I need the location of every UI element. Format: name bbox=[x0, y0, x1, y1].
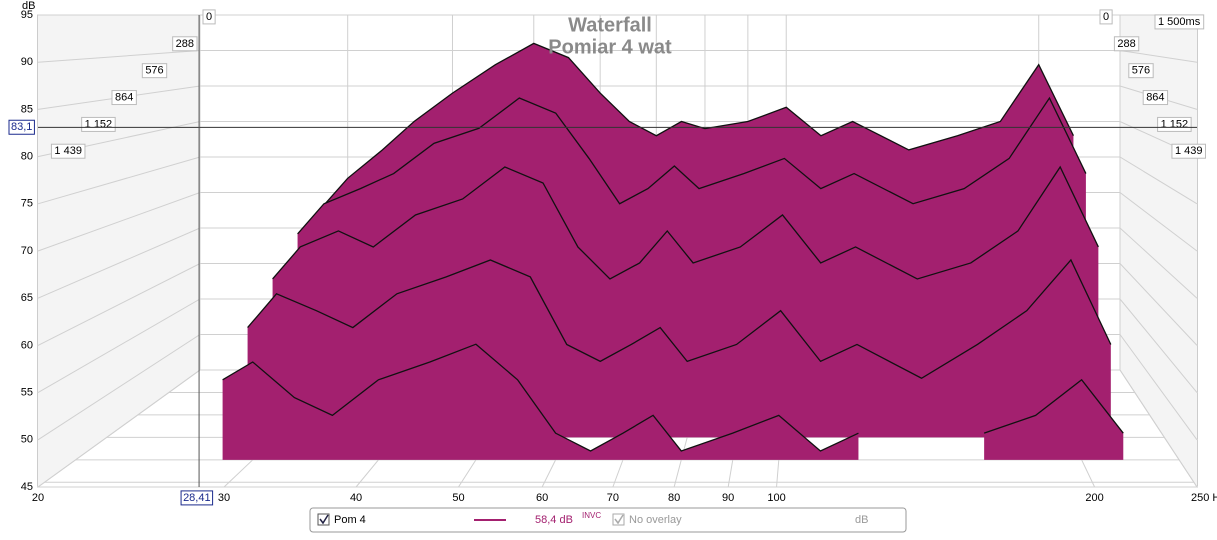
slice-line bbox=[297, 96, 1087, 235]
z-tick-label: 864 bbox=[115, 92, 133, 104]
legend-suffix: INVC bbox=[582, 511, 601, 520]
slice-line bbox=[272, 165, 1099, 280]
z-tick-label: 576 bbox=[1132, 65, 1150, 77]
chart-title: Waterfall bbox=[568, 14, 652, 36]
x-tick-label: 100 bbox=[767, 492, 785, 504]
z-tick-box bbox=[1128, 63, 1154, 79]
z-tick-label: 0 bbox=[206, 11, 212, 23]
cursor-y-label: 83,1 bbox=[11, 121, 32, 133]
legend-box bbox=[309, 507, 907, 533]
y-tick-label: 50 bbox=[21, 434, 33, 446]
z-tick-box bbox=[81, 116, 116, 132]
grid-line bbox=[37, 121, 1198, 158]
slice-fill bbox=[984, 379, 1124, 460]
overlay-label: No overlay bbox=[629, 514, 682, 526]
z-tick-box bbox=[111, 90, 137, 106]
slice-line bbox=[247, 258, 1112, 380]
x-tick-label: 70 bbox=[607, 492, 619, 504]
x-tick-label: 30 bbox=[218, 492, 230, 504]
x-tick-label: 200 bbox=[1085, 492, 1103, 504]
check-mark bbox=[319, 514, 329, 525]
y-tick-label: 85 bbox=[21, 103, 33, 115]
legend-entry: Pom 4 bbox=[334, 514, 366, 526]
y-tick-label: 45 bbox=[21, 481, 33, 493]
legend-checkbox[interactable] bbox=[317, 513, 330, 526]
z-tick-box bbox=[1113, 36, 1140, 52]
z-tick-box bbox=[202, 9, 216, 25]
chart-subtitle: Pomiar 4 wat bbox=[548, 36, 672, 58]
z-tick-box bbox=[1099, 9, 1113, 25]
y-tick-label: 65 bbox=[21, 292, 33, 304]
z-tick-label: 1 439 bbox=[54, 145, 82, 157]
z-tick-box bbox=[1171, 143, 1206, 159]
z-tick-box bbox=[141, 63, 168, 79]
y-tick-label: 70 bbox=[21, 245, 33, 257]
z-tick-box bbox=[1157, 116, 1192, 132]
z-tick-label: 1 439 bbox=[1175, 145, 1203, 157]
slice-line bbox=[322, 42, 1075, 208]
slice-fill bbox=[222, 344, 859, 460]
z-tick-label: 1 152 bbox=[1161, 118, 1189, 130]
legend-value: 58,4 dB bbox=[535, 514, 573, 526]
slice-line bbox=[222, 343, 1124, 452]
cursor-box bbox=[8, 119, 35, 135]
y-tick-label: 90 bbox=[21, 56, 33, 68]
y-tick-label: 60 bbox=[21, 339, 33, 351]
z-tick-label: 1 152 bbox=[85, 118, 113, 130]
check-mark bbox=[614, 514, 624, 525]
overlay-checkbox[interactable] bbox=[612, 513, 625, 526]
y-tick-label: 55 bbox=[21, 387, 33, 399]
x-tick-label: 40 bbox=[350, 492, 362, 504]
x-tick-label: 90 bbox=[722, 492, 734, 504]
z-tick-label: 1 500ms bbox=[1158, 16, 1201, 28]
grid-line bbox=[37, 50, 1198, 63]
cursor-x-label: 28,41 bbox=[183, 492, 211, 504]
x-tick-label: 250 Hz bbox=[1191, 492, 1217, 504]
z-tick-box bbox=[1154, 14, 1205, 30]
z-tick-box bbox=[1142, 90, 1169, 106]
y-tick-label: 95 bbox=[21, 9, 33, 21]
y-tick-label: 75 bbox=[21, 198, 33, 210]
z-tick-box bbox=[172, 36, 198, 52]
x-tick-label: 20 bbox=[32, 492, 44, 504]
x-tick-label: 60 bbox=[536, 492, 548, 504]
z-tick-label: 576 bbox=[145, 65, 163, 77]
z-tick-label: 0 bbox=[1103, 11, 1109, 23]
z-tick-label: 288 bbox=[1117, 38, 1135, 50]
z-tick-box bbox=[50, 143, 86, 159]
z-tick-label: 864 bbox=[1146, 92, 1164, 104]
cursor-box bbox=[180, 490, 214, 506]
y-tick-label: 80 bbox=[21, 151, 33, 163]
x-tick-label: 50 bbox=[452, 492, 464, 504]
y-axis-label: dB bbox=[22, 0, 35, 12]
legend-unit: dB bbox=[855, 514, 868, 526]
z-tick-label: 288 bbox=[176, 38, 194, 50]
x-tick-label: 80 bbox=[668, 492, 680, 504]
